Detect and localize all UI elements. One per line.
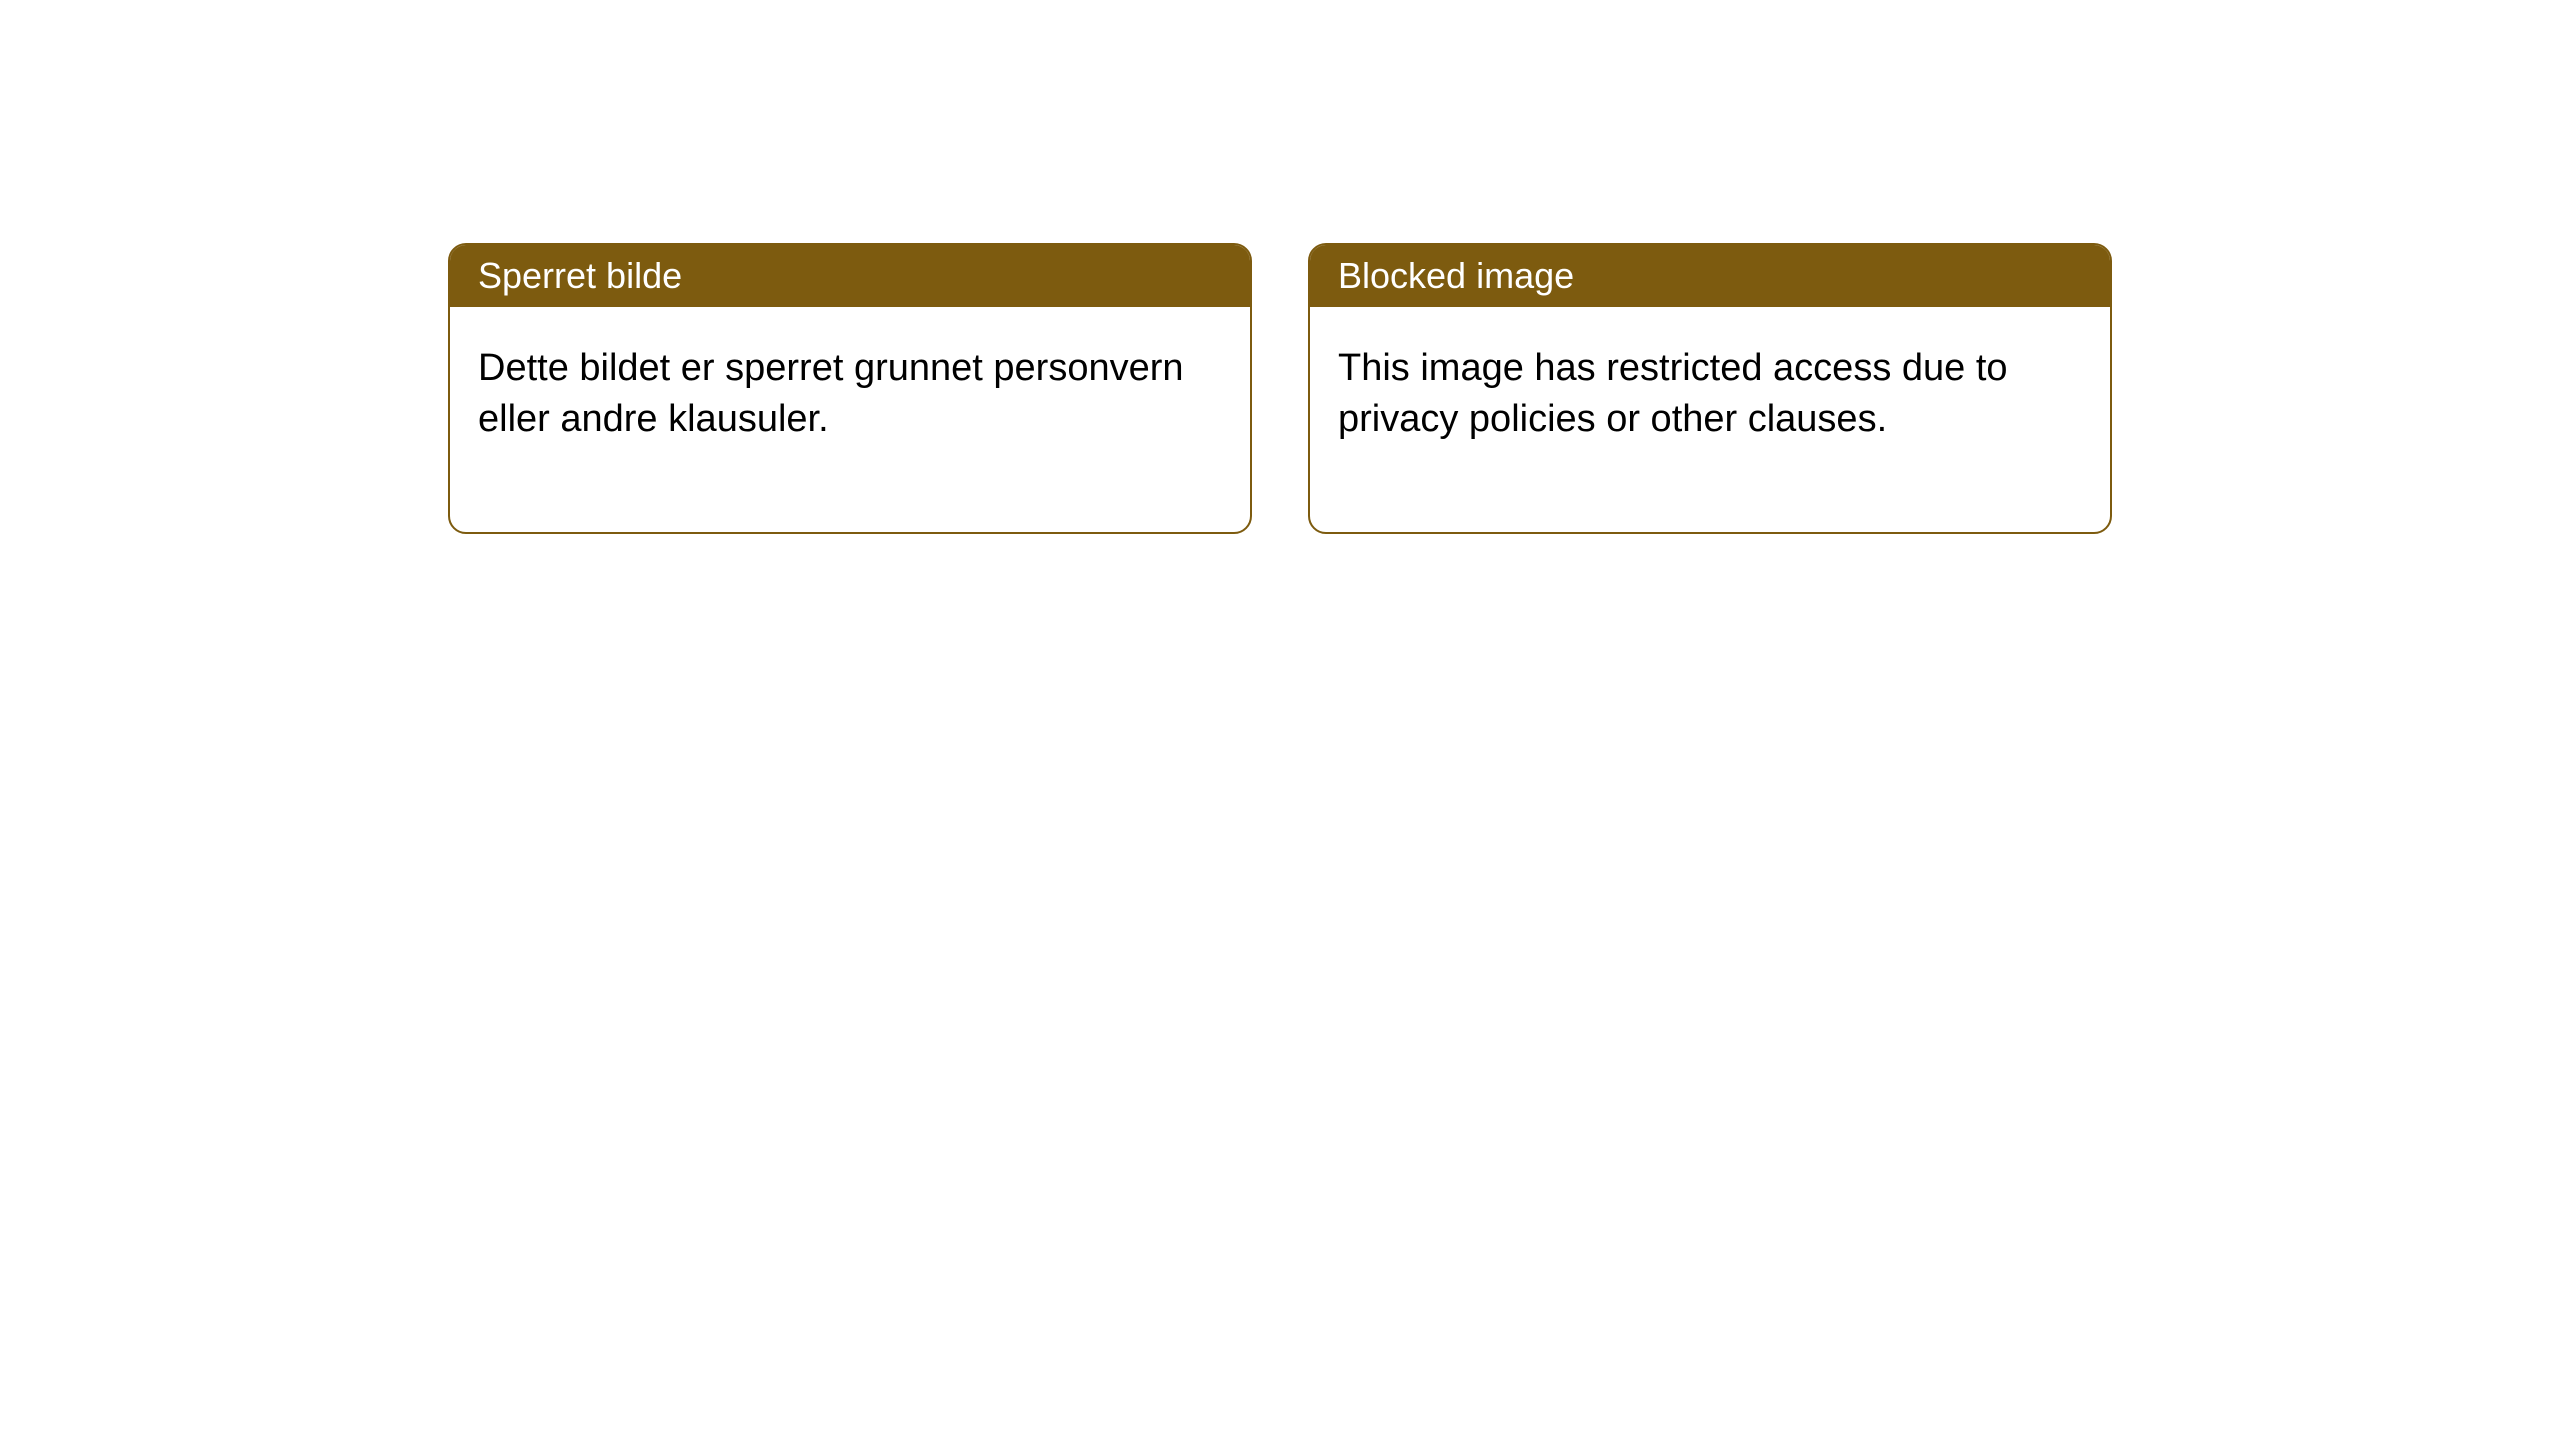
card-title: Sperret bilde: [478, 255, 682, 296]
card-header: Sperret bilde: [450, 245, 1250, 307]
cards-container: Sperret bilde Dette bildet er sperret gr…: [0, 0, 2560, 534]
card-title: Blocked image: [1338, 255, 1574, 296]
card-body: Dette bildet er sperret grunnet personve…: [450, 307, 1250, 532]
card-message: This image has restricted access due to …: [1338, 347, 2008, 440]
blocked-image-card-no: Sperret bilde Dette bildet er sperret gr…: [448, 243, 1252, 534]
card-message: Dette bildet er sperret grunnet personve…: [478, 347, 1184, 440]
blocked-image-card-en: Blocked image This image has restricted …: [1308, 243, 2112, 534]
card-header: Blocked image: [1310, 245, 2110, 307]
card-body: This image has restricted access due to …: [1310, 307, 2110, 532]
